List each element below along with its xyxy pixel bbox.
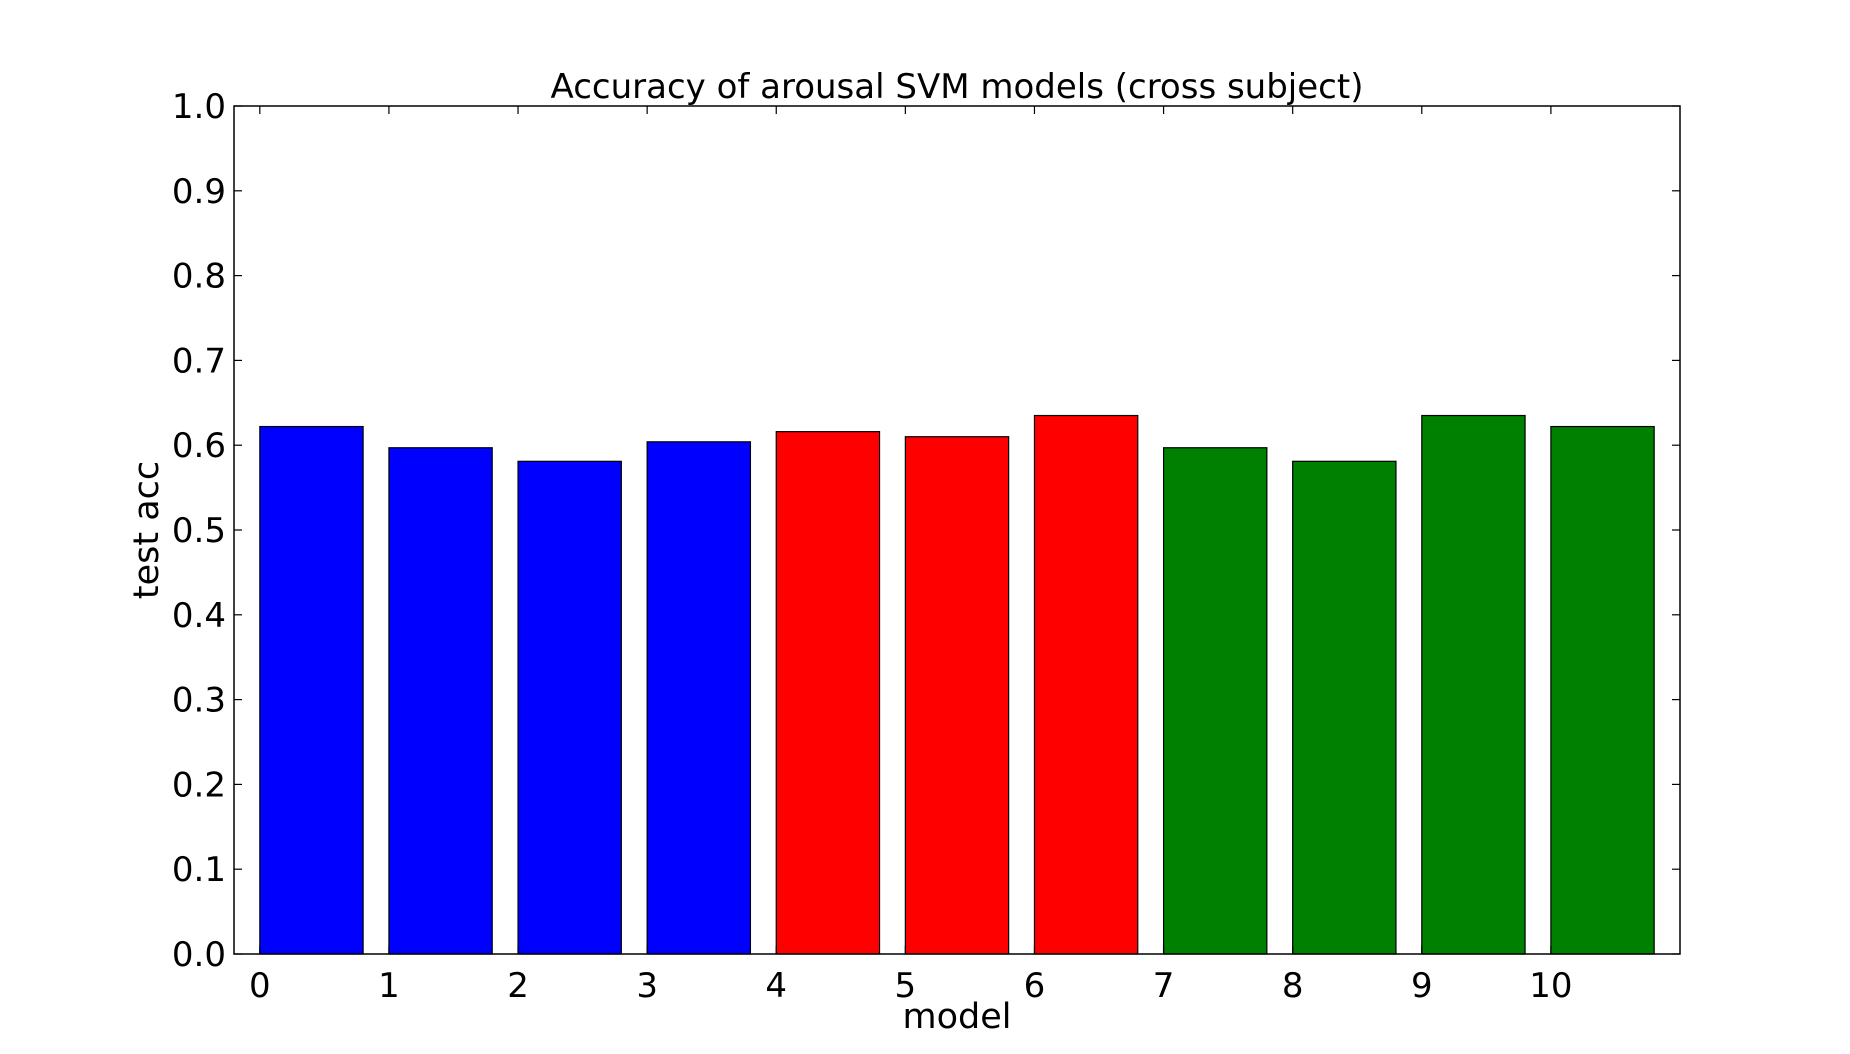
x-tick-label: 8 xyxy=(1282,966,1304,1006)
x-tick-label: 4 xyxy=(765,966,787,1006)
y-tick-label: 0.8 xyxy=(172,257,226,297)
chart-title: Accuracy of arousal SVM models (cross su… xyxy=(551,67,1364,107)
y-tick-label: 0.0 xyxy=(172,935,226,975)
ticks-layer: 0.0 0.1 0.2 0.3 0.4 0.5 0.6 0.7 0.8 0.9 1.0 0 1 2 3 4 5 6… xyxy=(172,87,1680,1006)
x-tick-label: 0 xyxy=(249,966,271,1006)
y-tick-label: 0.7 xyxy=(172,341,226,381)
bar-model-5 xyxy=(904,436,1010,955)
y-tick-label: 0.2 xyxy=(172,765,226,805)
x-tick-label: 1 xyxy=(378,966,400,1006)
y-tick-label: 0.9 xyxy=(172,172,226,212)
x-tick-label: 10 xyxy=(1529,966,1572,1006)
y-tick-label: 0.1 xyxy=(172,850,226,890)
bar-model-6 xyxy=(1033,414,1139,955)
y-tick-label: 0.5 xyxy=(172,511,226,551)
x-tick-label: 3 xyxy=(636,966,658,1006)
bars-layer xyxy=(259,414,1655,955)
y-tick-label: 0.3 xyxy=(172,681,226,721)
x-tick-label: 2 xyxy=(507,966,529,1006)
bar-model-10 xyxy=(1550,425,1655,955)
x-tick-label: 5 xyxy=(895,966,917,1006)
x-tick-label: 6 xyxy=(1024,966,1046,1006)
y-tick-label: 0.6 xyxy=(172,426,226,466)
y-tick-label: 1.0 xyxy=(172,87,226,127)
y-axis-label: test acc xyxy=(127,461,167,599)
x-tick-label: 7 xyxy=(1153,966,1175,1006)
x-tick-label: 9 xyxy=(1411,966,1433,1006)
bar-model-8 xyxy=(1292,460,1397,955)
y-tick-label: 0.4 xyxy=(172,596,226,636)
bar-model-0 xyxy=(259,425,364,955)
bar-model-7 xyxy=(1162,447,1268,955)
x-axis-label: model xyxy=(903,997,1012,1037)
bar-model-2 xyxy=(517,460,622,955)
bar-model-9 xyxy=(1421,414,1526,955)
bar-model-3 xyxy=(646,441,752,955)
bar-model-1 xyxy=(388,447,493,955)
bar-model-4 xyxy=(775,431,881,955)
